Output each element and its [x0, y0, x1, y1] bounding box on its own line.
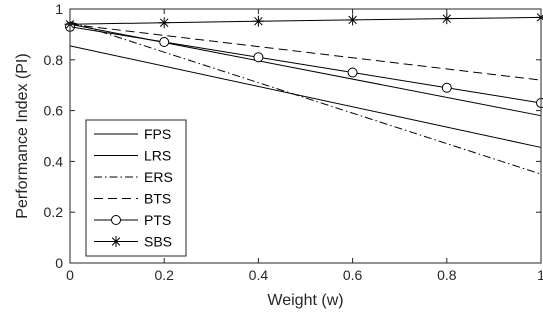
- legend-label-fps: FPS: [144, 126, 171, 142]
- y-tick-label: 0.8: [44, 52, 64, 68]
- legend-marker-pts: [111, 215, 121, 225]
- series-point-sbs-2: [252, 15, 264, 27]
- legend: FPS LRS ERS BTS PTS SBS: [85, 119, 187, 257]
- x-tick-label: 0.6: [343, 267, 363, 283]
- series-point-pts-1: [159, 37, 170, 48]
- legend-label-bts: BTS: [144, 191, 171, 207]
- x-tick-label: 0: [66, 267, 74, 283]
- series-line-pts: [69, 26, 542, 104]
- legend-label-ers: ERS: [144, 169, 173, 185]
- x-tick-label: 0.4: [249, 267, 269, 283]
- series-point-sbs-5: [535, 11, 543, 23]
- series-point-pts-2: [253, 52, 264, 63]
- legend-label-pts: PTS: [144, 212, 171, 228]
- series-point-sbs-1: [158, 17, 170, 29]
- series-line-lrs: [69, 45, 542, 148]
- legend-box: [85, 119, 187, 257]
- series-point-pts-3: [347, 67, 358, 78]
- series-line-ers: [69, 21, 542, 175]
- y-axis-title: Performance Index (PI): [14, 53, 31, 218]
- series-line-bts: [69, 23, 542, 81]
- legend-marker-sbs: [110, 236, 122, 247]
- plot-frame: [69, 8, 542, 264]
- series-point-sbs-4: [441, 13, 453, 25]
- legend-label-lrs: LRS: [144, 148, 171, 164]
- series-line-sbs: [69, 16, 542, 25]
- x-tick-label: 0.2: [154, 267, 174, 283]
- series-point-pts-5: [536, 97, 543, 108]
- legend-label-sbs: SBS: [144, 234, 172, 250]
- x-tick-label: 0.8: [437, 267, 457, 283]
- axes-layer: 0 0.2 0.4 0.6 0.8 1 0 0.2 0.4 0.6 0.8 1 Weight (w) Pe…: [14, 1, 543, 309]
- y-tick-label: 0.2: [44, 204, 64, 220]
- y-tick-label: 0.6: [44, 103, 64, 119]
- series-point-sbs-3: [347, 14, 359, 26]
- x-axis-title: Weight (w): [267, 292, 343, 309]
- series-point-pts-4: [441, 82, 452, 93]
- x-tick-label: 1: [537, 267, 543, 283]
- y-tick-label: 1: [55, 1, 63, 17]
- y-tick-label: 0: [55, 255, 63, 271]
- y-tick-label: 0.4: [44, 153, 64, 169]
